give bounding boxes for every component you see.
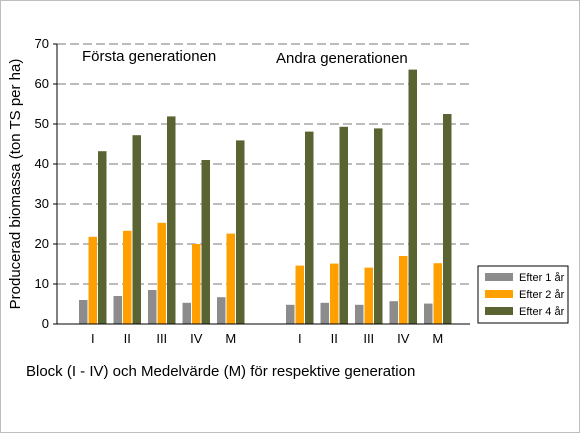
- y-tick-labels: 0 10 20 30 40 50 60 70: [35, 36, 49, 331]
- y-tick-label: 60: [35, 76, 49, 91]
- bar-first-gen-III-2: [157, 222, 166, 324]
- legend-swatch-2: [485, 290, 513, 298]
- legend-label-2: Efter 2 år: [519, 289, 565, 301]
- y-tick-label: 70: [35, 36, 49, 51]
- bar-first-gen-II-2: [123, 230, 132, 324]
- legend: Efter 1 år Efter 2 år Efter 4 år: [477, 265, 569, 324]
- axes: [56, 44, 470, 325]
- x-tick-label: II: [124, 331, 131, 346]
- x-tick-label: III: [363, 331, 374, 346]
- bar-second-gen-II-2: [330, 263, 339, 324]
- bar-first-gen-I-2: [88, 236, 97, 324]
- bar-second-gen-I-2: [295, 265, 304, 324]
- bar-second-gen-I-1: [286, 304, 295, 324]
- bar-second-gen-III-1: [355, 304, 364, 324]
- bar-second-gen-III-2: [364, 267, 373, 324]
- bar-second-gen-M-2: [433, 263, 442, 324]
- y-tick-label: 20: [35, 236, 49, 251]
- group-label-second: Andra generationen: [276, 50, 408, 67]
- bar-second-gen-IV-2: [399, 256, 408, 324]
- y-tick-label: 30: [35, 196, 49, 211]
- x-tick-label: II: [331, 331, 338, 346]
- bar-first-gen-III-1: [148, 290, 157, 324]
- bar-first-gen-M-1: [217, 297, 226, 324]
- y-tick-label: 50: [35, 116, 49, 131]
- x-tick-label: M: [225, 331, 236, 346]
- x-tick-label: I: [91, 331, 95, 346]
- bar-first-gen-I-3: [98, 151, 107, 324]
- bar-first-gen-M-3: [236, 140, 245, 324]
- bar-first-gen-II-3: [132, 135, 141, 324]
- bar-first-gen-I-1: [79, 300, 88, 324]
- bar-second-gen-IV-1: [389, 301, 398, 324]
- y-tick-label: 40: [35, 156, 49, 171]
- bar-second-gen-II-1: [320, 302, 329, 324]
- x-tick-label: III: [156, 331, 167, 346]
- bar-first-gen-III-3: [167, 116, 176, 325]
- bar-second-gen-III-3: [374, 128, 383, 324]
- group-label-first: Första generationen: [82, 48, 216, 65]
- bar-second-gen-IV-3: [408, 69, 417, 324]
- x-tick-label: IV: [190, 331, 203, 346]
- legend-label-3: Efter 4 år: [519, 306, 565, 318]
- legend-swatch-3: [485, 307, 513, 315]
- bar-first-gen-M-2: [226, 233, 235, 324]
- bar-second-gen-M-3: [443, 114, 452, 324]
- bar-first-gen-II-1: [113, 296, 122, 324]
- x-tick-label: M: [432, 331, 443, 346]
- bar-second-gen-M-1: [424, 303, 433, 324]
- y-tick-label: 0: [42, 316, 49, 331]
- x-tick-label: IV: [397, 331, 410, 346]
- bar-first-gen-IV-2: [192, 244, 201, 324]
- x-tick-labels: I II III IV M I II III IV M: [91, 331, 443, 346]
- bar-first-gen-IV-1: [182, 302, 191, 324]
- y-tick-label: 10: [35, 276, 49, 291]
- x-tick-label: I: [298, 331, 302, 346]
- legend-label-1: Efter 1 år: [519, 272, 565, 284]
- bar-second-gen-I-3: [305, 131, 314, 324]
- y-axis-title: Producerad biomassa (ton TS per ha): [7, 59, 24, 310]
- legend-swatch-1: [485, 273, 513, 281]
- x-axis-title: Block (I - IV) och Medelvärde (M) för re…: [26, 363, 415, 380]
- bar-first-gen-IV-3: [201, 160, 210, 324]
- bar-second-gen-II-3: [339, 126, 348, 324]
- bars: [79, 69, 452, 325]
